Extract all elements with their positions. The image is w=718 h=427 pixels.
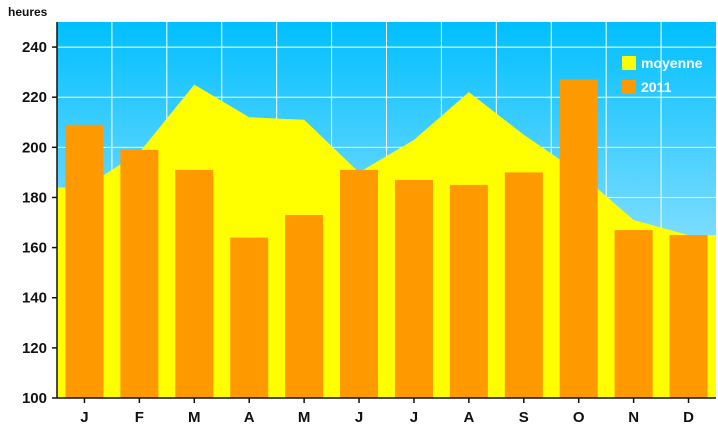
legend: moyenne 2011 xyxy=(622,55,703,95)
x-tick-label: F xyxy=(135,409,144,426)
bar-2011 xyxy=(504,172,543,398)
x-tick-label: M xyxy=(188,409,201,426)
x-tick-label: M xyxy=(298,409,311,426)
legend-swatch xyxy=(622,80,636,94)
legend-label: 2011 xyxy=(641,79,672,95)
x-tick-label: N xyxy=(628,409,639,426)
area-moyenne xyxy=(57,84,716,399)
y-tick-label: 240 xyxy=(22,39,47,56)
y-tick-label: 200 xyxy=(22,139,47,156)
bar-2011 xyxy=(285,215,324,398)
bar-2011 xyxy=(559,79,598,399)
y-tick-label: 140 xyxy=(22,290,47,307)
bar-2011 xyxy=(65,124,104,399)
bar-2011 xyxy=(614,230,653,398)
y-tick-label: 120 xyxy=(22,340,47,357)
x-tick-label: J xyxy=(80,409,88,426)
axes: 100 120 140 160 180 200 220 240 J F M A M J J A S O N D xyxy=(22,22,716,426)
legend-label: moyenne xyxy=(641,55,703,71)
y-axis-unit-label: heures xyxy=(8,5,48,19)
legend-swatch xyxy=(622,56,636,70)
bar-2011 xyxy=(120,149,159,398)
y-tick-label: 180 xyxy=(22,189,47,206)
bar-2011 xyxy=(449,184,488,398)
bars-2011 xyxy=(65,79,708,399)
bar-2011 xyxy=(340,169,379,398)
y-tick-label: 100 xyxy=(22,390,47,407)
x-tick-label: A xyxy=(244,409,255,426)
bar-2011 xyxy=(230,237,269,398)
x-tick-label: D xyxy=(683,409,694,426)
x-tick-label: J xyxy=(410,409,418,426)
bar-2011 xyxy=(175,169,214,398)
y-tick-label: 220 xyxy=(22,89,47,106)
x-tick-label: J xyxy=(355,409,363,426)
bar-2011 xyxy=(669,235,708,398)
x-tick-label: O xyxy=(573,409,585,426)
y-tick-label: 160 xyxy=(22,240,47,257)
bar-2011 xyxy=(394,179,433,398)
x-tick-label: S xyxy=(519,409,529,426)
x-tick-label: A xyxy=(463,409,474,426)
